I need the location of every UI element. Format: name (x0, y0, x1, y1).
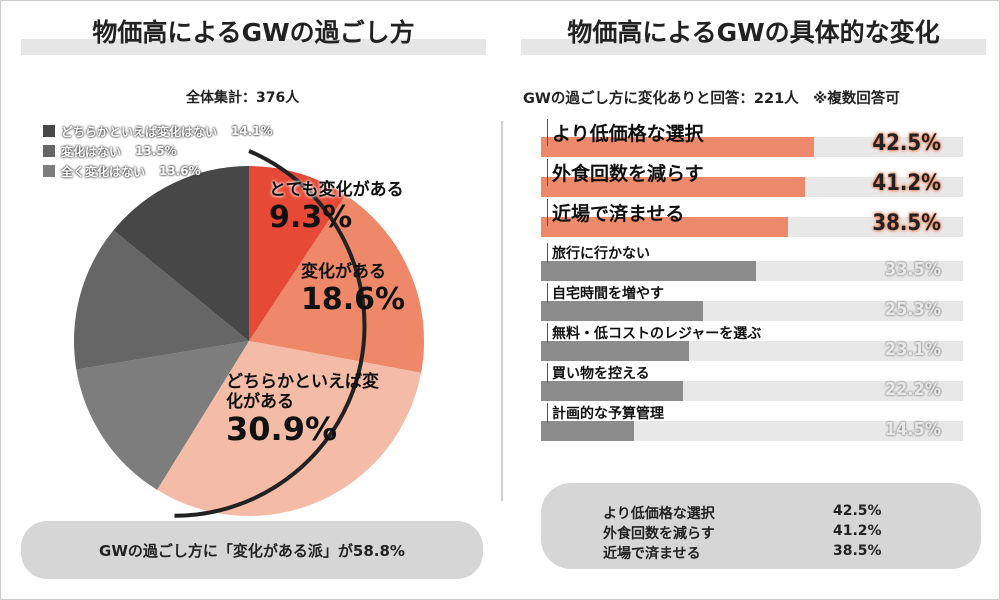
pie-slice (113, 166, 249, 341)
summary-label: より低価格な選択 (603, 506, 715, 522)
summary-row: より低価格な選択 42.5% (603, 503, 981, 523)
bar-label: より低価格な選択 (547, 119, 704, 146)
legend-value: 14.1% (231, 124, 273, 138)
right-title: 物価高によるGWの具体的な変化 (521, 13, 986, 55)
bar-label: 買い物を控える (547, 363, 650, 383)
bar-value: 33.5% (884, 259, 941, 280)
bar-track (541, 421, 963, 441)
highlight-arc (174, 149, 367, 518)
pie-label: 変化がある 18.6% (301, 262, 406, 317)
pie-slice (76, 341, 249, 490)
left-title: 物価高によるGWの過ごし方 (21, 13, 486, 55)
bar-value: 14.5% (884, 419, 941, 440)
right-subtitle: GWの過ごし方に変化ありと回答：221人 ※複数回答可 (523, 91, 900, 107)
pie-label: とても変化がある 9.3% (269, 180, 404, 235)
pie-label: どちらかといえば変化がある 30.9% (226, 372, 391, 449)
total-count: 全体集計：376人 (186, 90, 300, 106)
bar-value: 25.3% (884, 299, 941, 320)
bar (541, 381, 684, 401)
left-summary: GWの過ごし方に「変化がある派」が58.8% (21, 521, 483, 579)
legend-item: どちらかといえば変化はない 14.1% (43, 121, 273, 141)
bar-label: 自宅時間を増やす (547, 283, 664, 303)
bar-row: 外食回数を減らす 41.2% (541, 159, 963, 201)
bar-value: 41.2% (872, 171, 941, 196)
left-summary-text: GWの過ごし方に「変化がある派」が58.8% (99, 541, 405, 560)
bar-row: 旅行に行かない 33.5% (541, 241, 963, 283)
legend-label: 変化はない (61, 144, 122, 159)
pie-slice (249, 195, 424, 373)
bar-row: 計画的な予算管理 14.5% (541, 401, 963, 443)
bar-row: 自宅時間を増やす 25.3% (541, 281, 963, 323)
legend-swatch (43, 125, 55, 137)
bar-label: 旅行に行かない (547, 243, 650, 263)
bar-value: 38.5% (872, 211, 941, 236)
summary-row: 外食回数を減らす 41.2% (603, 523, 981, 543)
bar-value: 23.1% (884, 339, 941, 360)
pie-legend: どちらかといえば変化はない 14.1% 変化はない 13.5% 全く変化はない 13.6% (43, 121, 273, 181)
bar-label: 近場で済ませる (547, 199, 684, 226)
pie-label-name: 変化がある (301, 262, 386, 282)
bar-value: 42.5% (872, 131, 941, 156)
bar (541, 177, 806, 197)
bar (541, 421, 634, 441)
legend-item: 変化はない 13.5% (43, 141, 273, 161)
pie-label-value: 30.9% (226, 410, 338, 449)
bar-row: 買い物を控える 22.2% (541, 361, 963, 403)
right-title-text: 物価高によるGWの具体的な変化 (567, 18, 940, 47)
bar (541, 301, 704, 321)
legend-swatch (43, 145, 55, 157)
bar (541, 137, 814, 157)
legend-label: どちらかといえば変化はない (61, 124, 218, 139)
pie-label-name: どちらかといえば変化がある (226, 372, 379, 412)
summary-label: 近場で済ませる (603, 546, 701, 562)
bar (541, 261, 756, 281)
legend-value: 13.5% (135, 144, 177, 158)
divider (501, 121, 503, 501)
pie-chart (73, 149, 424, 518)
pie-slice (249, 166, 346, 341)
right-summary: より低価格な選択 42.5% 外食回数を減らす 41.2% 近場で済ませる 38.5% (541, 483, 981, 569)
summary-row: 近場で済ませる 38.5% (603, 543, 981, 563)
bar-row: より低価格な選択 42.5% (541, 119, 963, 161)
bar (541, 341, 690, 361)
summary-value: 41.2% (833, 523, 882, 539)
bar-value: 22.2% (884, 379, 941, 400)
summary-label: 外食回数を減らす (603, 526, 715, 542)
legend-swatch (43, 165, 55, 177)
legend-item: 全く変化はない 13.6% (43, 161, 273, 181)
legend-value: 13.6% (159, 164, 201, 178)
legend-label: 全く変化はない (61, 164, 146, 179)
summary-value: 38.5% (833, 543, 882, 559)
pie-label-value: 9.3% (269, 199, 353, 235)
pie-slice (73, 230, 249, 370)
bar (541, 217, 788, 237)
bar-row: 近場で済ませる 38.5% (541, 199, 963, 241)
summary-value: 42.5% (833, 503, 882, 519)
pie-label-name: とても変化がある (269, 180, 404, 200)
bar-label: 無料・低コストのレジャーを選ぶ (547, 323, 761, 343)
bar-label: 計画的な予算管理 (547, 403, 664, 423)
left-title-text: 物価高によるGWの過ごし方 (92, 18, 415, 47)
pie-label-value: 18.6% (301, 281, 406, 317)
bar-row: 無料・低コストのレジャーを選ぶ 23.1% (541, 321, 963, 363)
bar-label: 外食回数を減らす (547, 159, 704, 186)
